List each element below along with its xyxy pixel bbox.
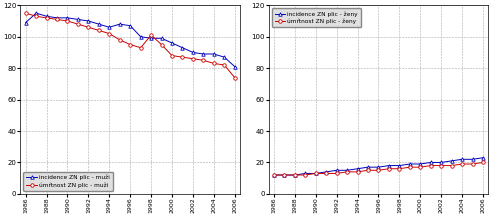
Legend: incidence ZN plic - ženy, úmŕtnost ZN plic - ženy: incidence ZN plic - ženy, úmŕtnost ZN pl… xyxy=(272,8,361,27)
Legend: incidence ZN plic - muži, úmŕtnost ZN plic - muži: incidence ZN plic - muži, úmŕtnost ZN pl… xyxy=(24,172,113,191)
